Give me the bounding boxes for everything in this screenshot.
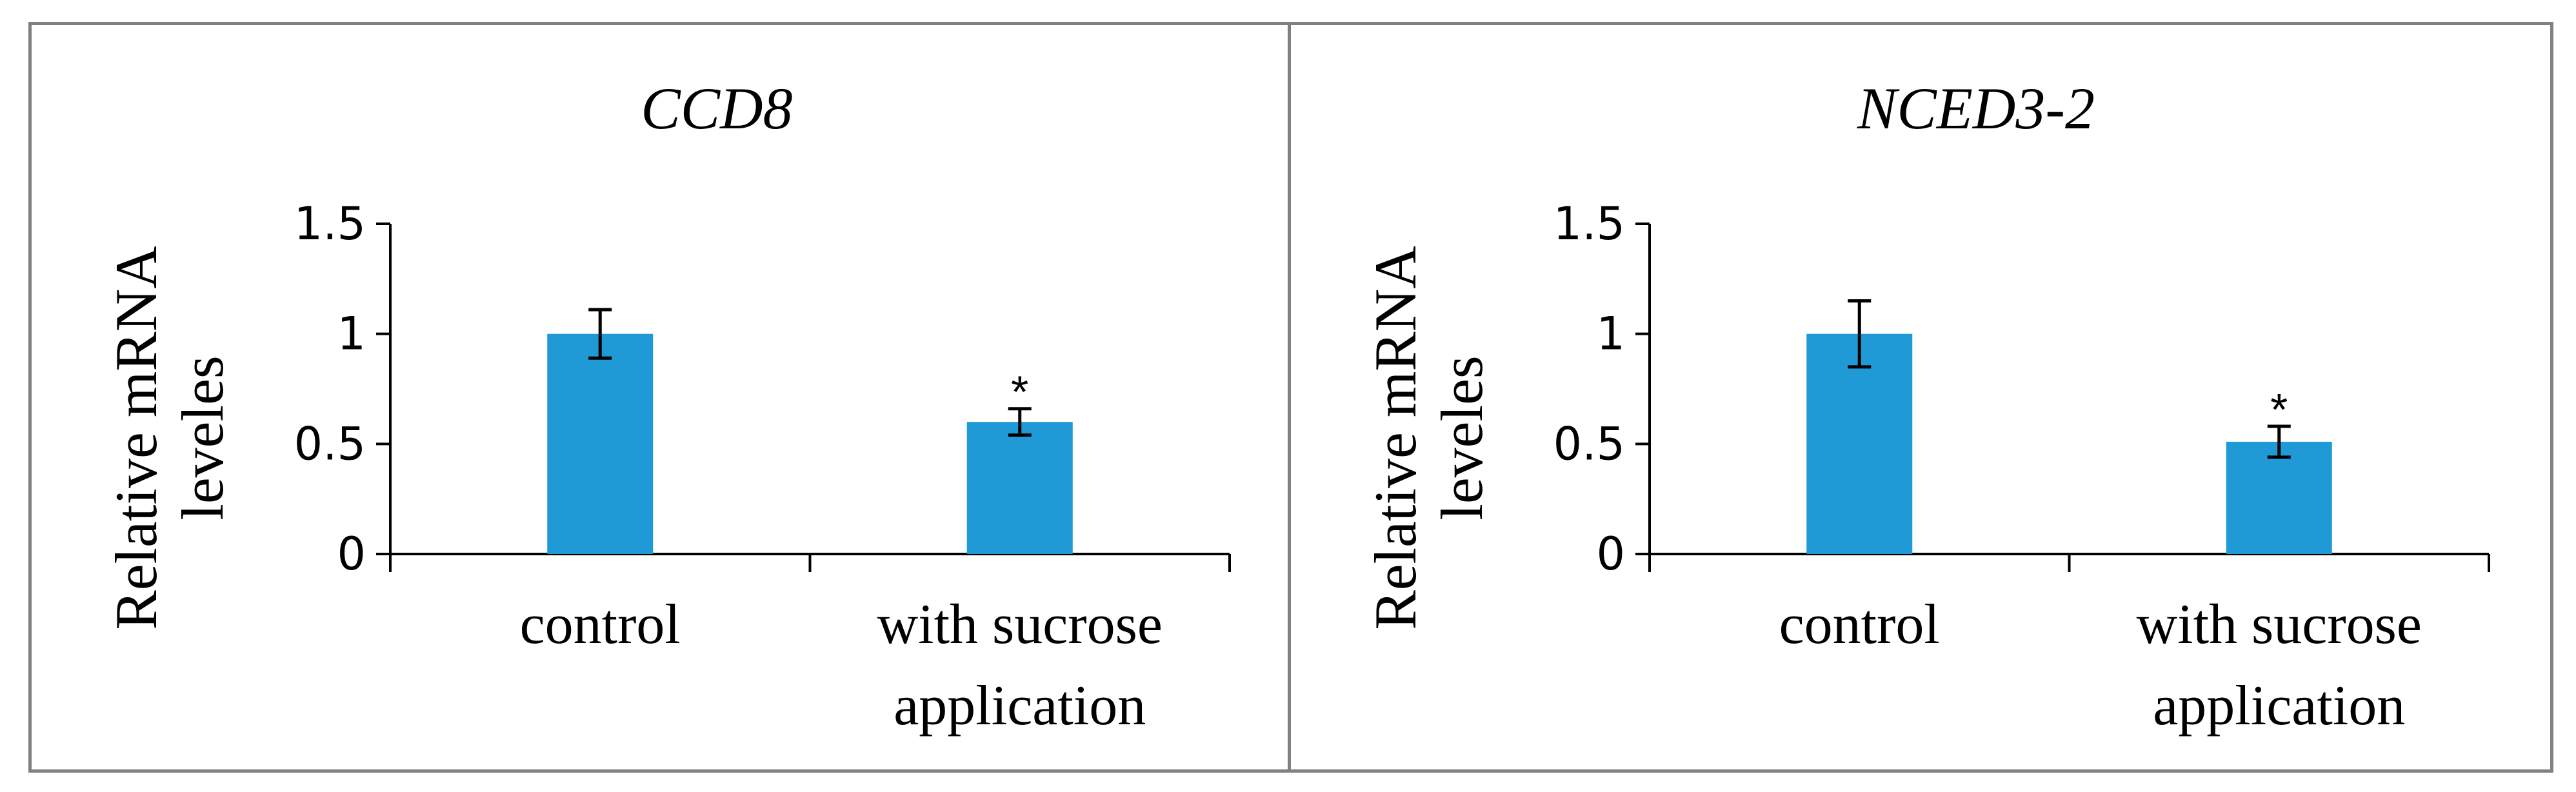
bar [1806, 333, 1913, 554]
bar [2226, 441, 2332, 554]
y-tick-label: 0 [1596, 528, 1625, 580]
chart-panel-ccd8: CCD8 Relative mRNA leveles 0 0.5 1 1.5 control *… [28, 22, 1294, 773]
y-axis-label-line: Relative mRNA [103, 246, 169, 629]
chart-nced3-2: NCED3-2 Relative mRNA leveles 0 0.5 1 1.5 contr… [1363, 75, 2490, 737]
y-tick-label: 0.5 [294, 417, 366, 470]
y-axis-label-line: leveles [170, 355, 235, 520]
x-category-label: control [1779, 593, 1940, 656]
x-category-label: application [894, 675, 1146, 737]
y-tick-label: 1.5 [294, 197, 366, 250]
y-tick-label: 0.5 [1553, 417, 1625, 470]
x-category-label: control [520, 593, 681, 656]
chart-ccd8: CCD8 Relative mRNA leveles 0 0.5 1 1.5 control *… [103, 75, 1231, 737]
x-category-label: application [2153, 675, 2405, 737]
bar [547, 333, 654, 554]
x-category-label: with sucrose [2137, 593, 2422, 656]
y-axis-label-line: leveles [1429, 355, 1495, 520]
chart-title: CCD8 [641, 75, 792, 141]
chart-title: NCED3-2 [1857, 75, 2095, 141]
chart-panel-nced3-2: NCED3-2 Relative mRNA leveles 0 0.5 1 1.5 contr… [1288, 22, 2553, 773]
bar [966, 422, 1073, 554]
significance-marker: * [1011, 367, 1028, 417]
y-tick-label: 1 [337, 308, 366, 361]
y-axis-label-line: Relative mRNA [1363, 246, 1428, 629]
significance-marker: * [2270, 384, 2288, 435]
x-category-label: with sucrose [877, 593, 1163, 656]
y-tick-label: 0 [337, 528, 366, 580]
y-tick-label: 1.5 [1553, 197, 1625, 250]
y-tick-label: 1 [1596, 308, 1625, 361]
